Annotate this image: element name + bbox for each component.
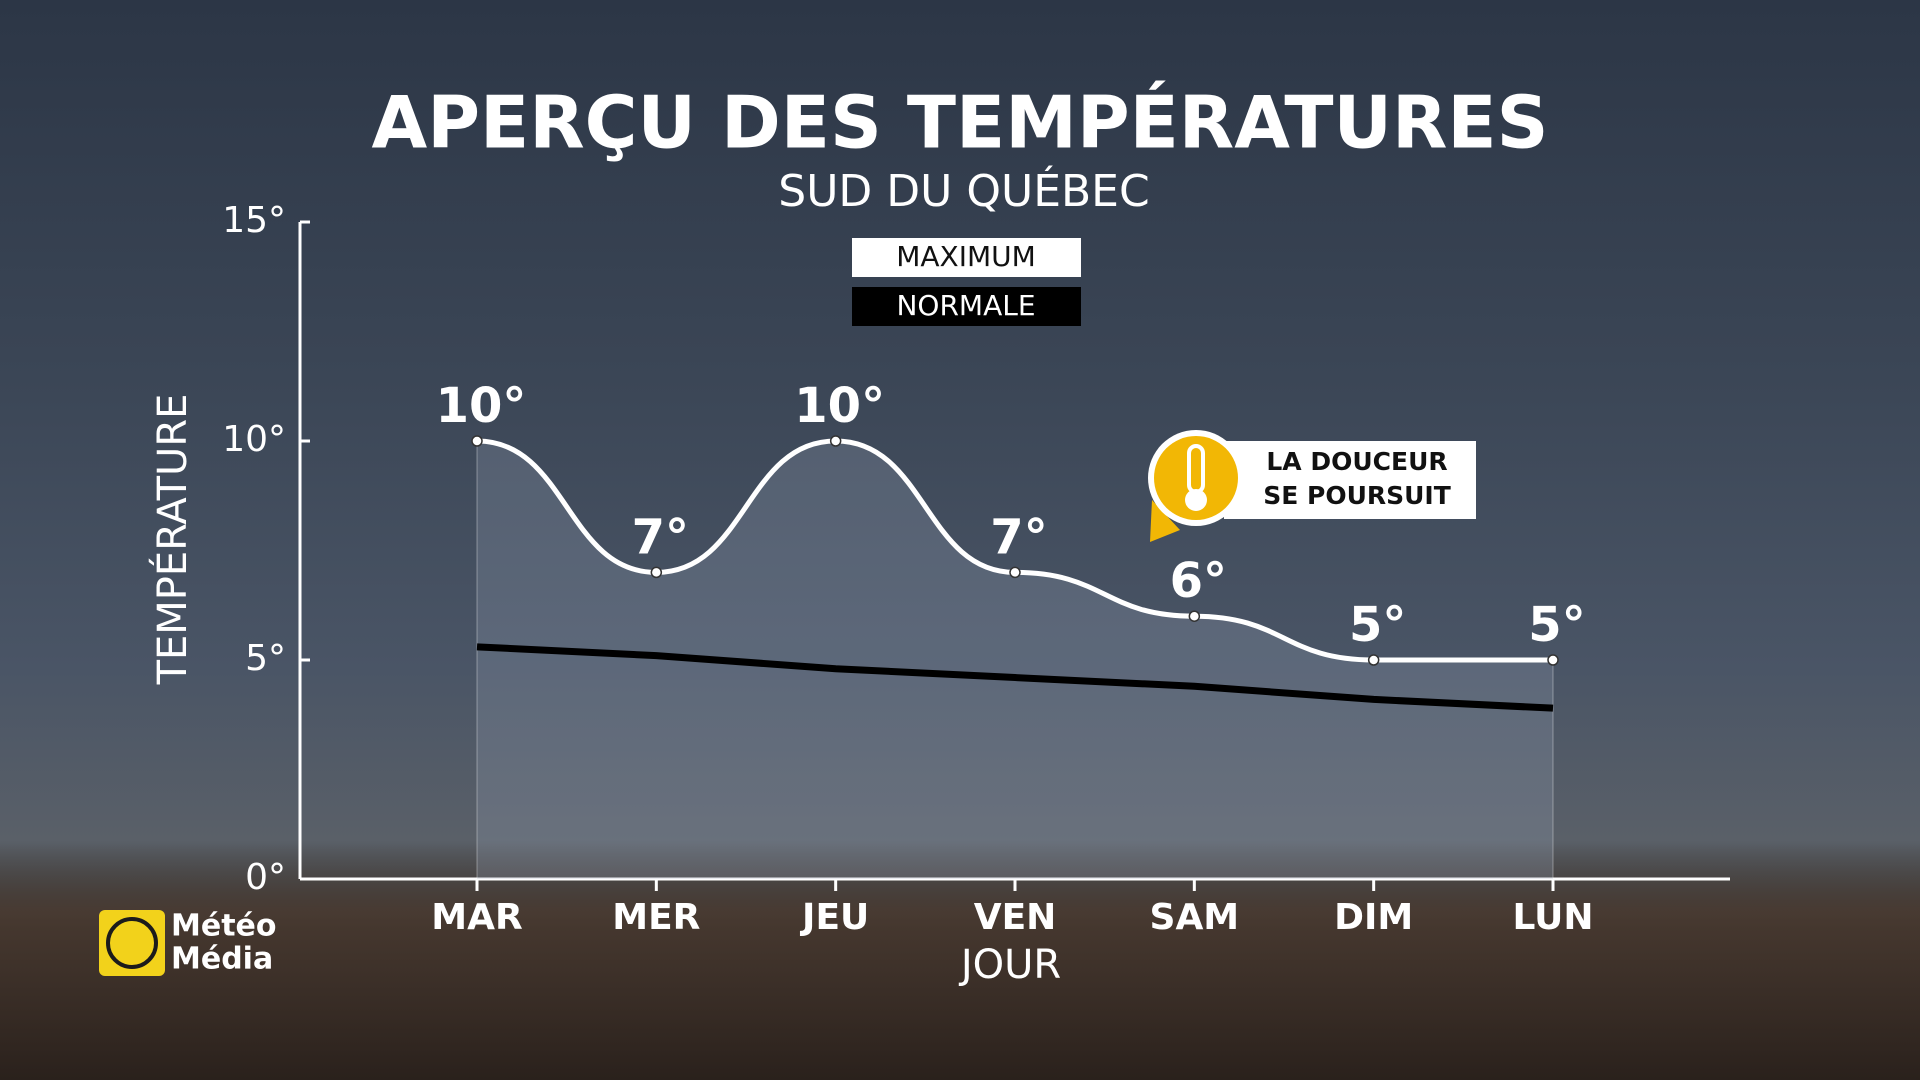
logo-globe: [106, 917, 158, 969]
point: [1009, 566, 1021, 579]
x-axis-label: JOUR: [958, 942, 1061, 988]
thermometer-bulb: [1185, 489, 1207, 511]
annotation-box: [1224, 441, 1476, 519]
point: [1547, 654, 1559, 666]
x-tick-label: DIM: [1334, 897, 1413, 938]
y-tick-label: 5°: [245, 638, 286, 679]
legend-swatch: [852, 287, 1081, 326]
legend-label: NORMALE: [896, 289, 1035, 322]
x-tick-label: SAM: [1150, 897, 1240, 938]
logo-text: Média: [171, 942, 273, 977]
line: [476, 643, 1554, 712]
logo-text: Météo: [171, 909, 277, 944]
legend-label: MAXIMUM: [896, 240, 1036, 273]
x-tick-label: JEU: [799, 897, 869, 938]
value-label: 5°: [1528, 597, 1585, 653]
annotation-text: LA DOUCEUR: [1266, 447, 1447, 476]
x-tick-label: LUN: [1512, 897, 1593, 938]
y-tick-label: 15°: [222, 200, 286, 241]
value-label: 7°: [632, 509, 689, 565]
y-tick-label: 0°: [245, 857, 286, 898]
x-tick-label: VEN: [974, 897, 1057, 938]
point: [1367, 654, 1380, 666]
point: [1188, 610, 1201, 622]
annotation-pointer: [1150, 500, 1180, 542]
plot: 0° 5° 10° 15° MAR MER JEU VEN SAM DIM LUN MAXIMUM NO…: [222, 200, 1730, 938]
chart-subtitle: SUD DU QUÉBEC: [778, 164, 1149, 217]
y-tick-label: 10°: [222, 419, 286, 460]
annotation-icon: [1154, 436, 1238, 520]
annotation-text: SE POURSUIT: [1263, 481, 1451, 510]
line: [476, 438, 1553, 663]
x-tick-label: MER: [612, 897, 700, 938]
chart-title: APERÇU DES TEMPÉRATURES: [372, 81, 1549, 165]
y-axis-label: TEMPÉRATURE: [148, 394, 196, 686]
logo: Météo Média: [99, 909, 277, 977]
value-label: 10°: [436, 378, 527, 434]
point: [829, 435, 842, 447]
value-label: 10°: [794, 378, 885, 434]
value-label: 5°: [1349, 597, 1406, 653]
legend-swatch: [852, 238, 1081, 277]
point: [650, 566, 663, 579]
x-tick-label: MAR: [431, 897, 522, 938]
point: [471, 435, 483, 447]
annotation: LA DOUCEUR SE POURSUIT: [1148, 430, 1476, 542]
value-label: 6°: [1170, 553, 1227, 609]
value-label: 7°: [990, 509, 1047, 565]
